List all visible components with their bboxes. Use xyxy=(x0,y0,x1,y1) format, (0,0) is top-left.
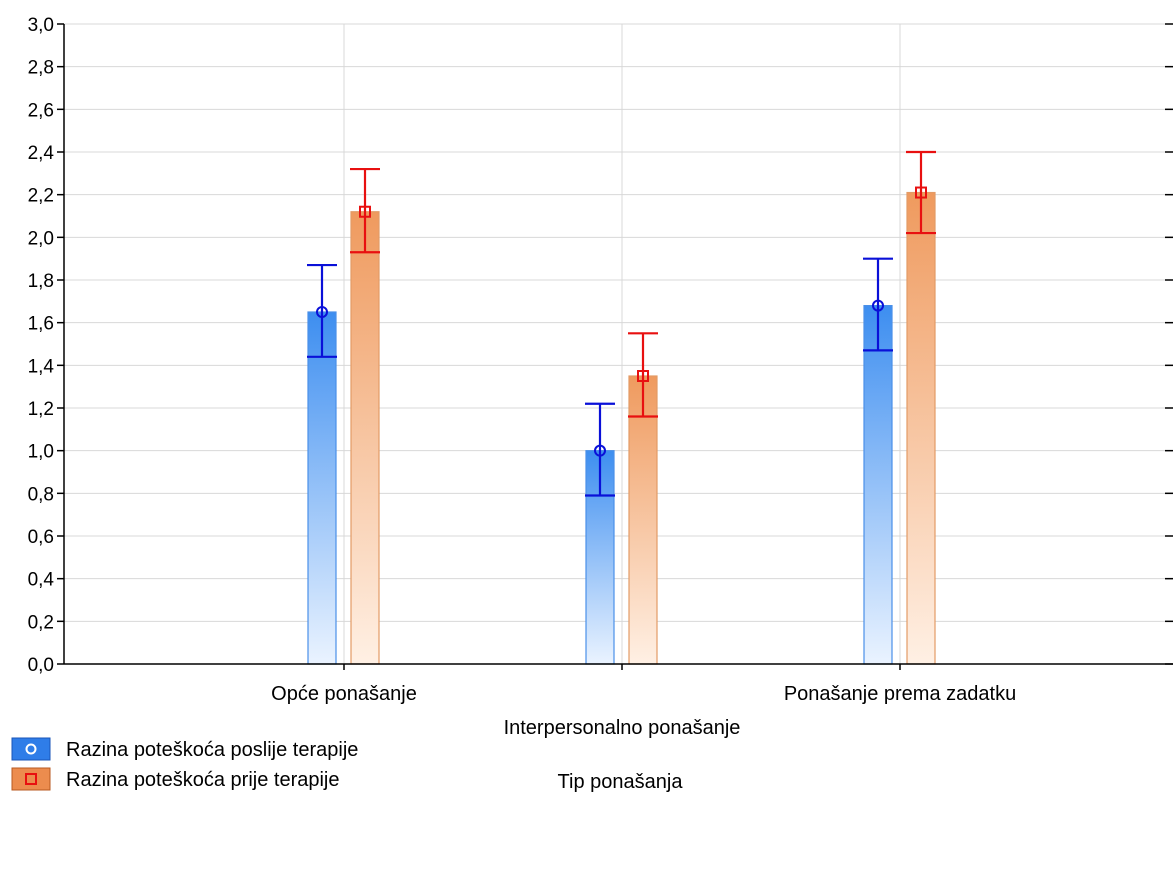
y-tick-label: 1,8 xyxy=(28,271,54,292)
bar xyxy=(863,305,893,665)
x-tick-label: Interpersonalno ponašanje xyxy=(504,717,741,739)
legend-marker-circle-icon xyxy=(25,743,37,755)
y-tick-label: 0,2 xyxy=(28,612,54,633)
x-tick-label: Opće ponašanje xyxy=(271,683,417,705)
mean-marker xyxy=(594,444,606,457)
mean-marker xyxy=(316,306,328,318)
y-tick-label: 1,0 xyxy=(28,442,54,463)
y-tick-label: 1,2 xyxy=(28,399,54,420)
mean-marker xyxy=(637,370,649,382)
y-tick-label: 2,0 xyxy=(28,228,54,249)
x-tick-label: Ponašanje prema zadatku xyxy=(784,683,1016,705)
legend-swatch xyxy=(11,737,51,761)
bar xyxy=(628,375,658,665)
legend: Razina poteškoća poslije terapije Razina … xyxy=(11,737,358,791)
grid xyxy=(64,23,1173,664)
x-axis-title: Tip ponašanja xyxy=(558,771,684,793)
mean-marker xyxy=(915,186,927,199)
y-tick-label: 2,6 xyxy=(28,100,54,121)
bar xyxy=(307,311,337,665)
bar xyxy=(350,211,380,665)
y-tick-label: 0,6 xyxy=(28,527,54,548)
labels: 0,0 0,2 0,4 0,6 0,8 1,0 1,2 1,4 1,6 1,8 2,0 2,2 2,4 2… xyxy=(28,15,1017,739)
bars xyxy=(307,150,936,665)
y-tick-label: 2,4 xyxy=(28,143,55,164)
axes xyxy=(57,23,1173,670)
y-tick-label: 0,0 xyxy=(28,655,54,676)
legend-swatch xyxy=(11,767,51,791)
y-tick-label: 2,2 xyxy=(28,186,54,207)
y-tick-label: 2,8 xyxy=(28,58,54,79)
mean-marker xyxy=(359,205,371,218)
legend-label: Razina poteškoća prije terapije xyxy=(66,769,340,791)
bar xyxy=(906,191,936,665)
y-tick-label: 3,0 xyxy=(28,15,54,36)
y-tick-label: 0,4 xyxy=(28,570,55,591)
legend-label: Razina poteškoća poslije terapije xyxy=(66,739,358,761)
y-tick-label: 1,6 xyxy=(28,314,54,335)
y-tick-label: 1,4 xyxy=(28,356,55,377)
legend-marker-square-icon xyxy=(25,773,37,785)
y-tick-label: 0,8 xyxy=(28,484,54,505)
mean-marker xyxy=(872,299,884,312)
